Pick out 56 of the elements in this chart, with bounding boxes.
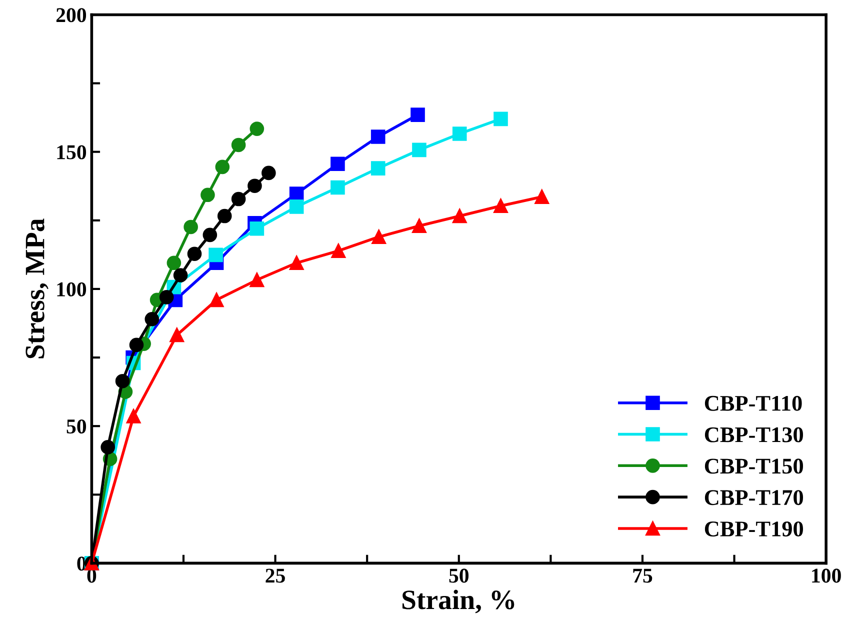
point: [248, 178, 262, 193]
x-tick-label: 25: [266, 568, 285, 583]
point: [217, 208, 232, 224]
point: [452, 208, 467, 224]
point: [115, 374, 130, 388]
point: [372, 230, 386, 244]
point: [370, 130, 386, 144]
point: [452, 126, 467, 141]
point: [170, 328, 184, 342]
x-tick-label: 75: [633, 568, 652, 583]
point: [231, 138, 246, 152]
point: [159, 290, 174, 304]
legend-label: CBP-T110: [704, 396, 802, 411]
x-tick-label: 50: [449, 568, 469, 583]
point: [494, 112, 508, 126]
legend-label: CBP-T150: [704, 458, 804, 474]
point: [144, 312, 160, 326]
y-tick-label: 50: [66, 419, 86, 434]
legend-label: CBP-T190: [704, 521, 804, 536]
y-axis-title: Stress, MPa: [26, 218, 48, 358]
x-axis-title: Strain, %: [402, 590, 514, 614]
point: [250, 272, 264, 288]
y-tick-label: 100: [57, 282, 86, 296]
point: [166, 256, 182, 270]
point: [129, 338, 144, 352]
point: [412, 142, 426, 158]
point: [330, 156, 345, 172]
point: [370, 161, 386, 176]
point: [184, 220, 198, 234]
point: [215, 160, 230, 174]
point: [494, 198, 508, 214]
y-tick-label: 150: [57, 145, 86, 160]
point: [231, 192, 246, 206]
y-tick-label: 200: [56, 8, 86, 22]
point: [202, 228, 218, 242]
point: [100, 440, 116, 454]
point: [534, 190, 550, 204]
point: [330, 180, 345, 195]
point: [410, 108, 425, 122]
x-tick-label: 100: [812, 568, 841, 583]
point: [289, 200, 304, 214]
point: [412, 218, 426, 234]
point: [208, 248, 223, 262]
point: [173, 268, 188, 282]
point: [187, 246, 202, 262]
point: [209, 292, 224, 308]
legend-label: CBP-T170: [704, 490, 804, 506]
point: [331, 244, 346, 258]
point: [200, 188, 215, 202]
point: [262, 166, 276, 180]
point: [289, 256, 304, 270]
point: [126, 409, 141, 424]
legend-label: CBP-T130: [704, 427, 804, 442]
point: [250, 221, 264, 236]
point: [289, 186, 304, 201]
point: [250, 122, 264, 136]
